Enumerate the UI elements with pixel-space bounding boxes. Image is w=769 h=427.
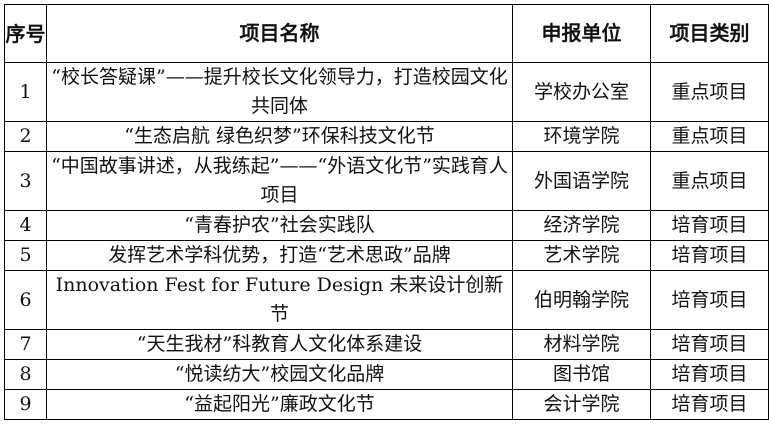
row-category: 培育项目	[650, 389, 769, 420]
row-unit: 学校办公室	[512, 62, 651, 122]
row-unit: 伯明翰学院	[512, 270, 651, 330]
row-unit: 材料学院	[512, 329, 651, 360]
row-project-name: “悦读纺大”校园文化品牌	[46, 359, 513, 390]
row-index: 8	[4, 359, 47, 390]
row-category: 重点项目	[650, 121, 769, 152]
header-name: 项目名称	[46, 4, 513, 63]
table-row: 5 发挥艺术学科优势，打造“艺术思政”品牌 艺术学院 培育项目	[4, 240, 769, 271]
table-row: 6 Innovation Fest for Future Design 未来设计创…	[4, 270, 769, 330]
row-project-name: 发挥艺术学科优势，打造“艺术思政”品牌	[46, 240, 513, 271]
row-index: 1	[4, 62, 47, 122]
row-unit: 经济学院	[512, 210, 651, 241]
row-index: 3	[4, 151, 47, 211]
row-unit: 环境学院	[512, 121, 651, 152]
table-header-row: 序号 项目名称 申报单位 项目类别	[4, 4, 769, 63]
table-row: 8 “悦读纺大”校园文化品牌 图书馆 培育项目	[4, 359, 769, 390]
row-index: 2	[4, 121, 47, 152]
row-project-name: Innovation Fest for Future Design 未来设计创新…	[46, 270, 513, 330]
row-category: 培育项目	[650, 240, 769, 271]
row-index: 5	[4, 240, 47, 271]
row-unit: 外国语学院	[512, 151, 651, 211]
row-unit: 会计学院	[512, 389, 651, 420]
table-row: 3 “中国故事讲述，从我练起”——“外语文化节”实践育人项目 外国语学院 重点项目	[4, 151, 769, 211]
row-category: 重点项目	[650, 62, 769, 122]
row-category: 培育项目	[650, 210, 769, 241]
header-index: 序号	[4, 4, 47, 63]
row-category: 重点项目	[650, 151, 769, 211]
table-row: 4 “青春护农”社会实践队 经济学院 培育项目	[4, 210, 769, 241]
row-project-name: “天生我材”科教育人文化体系建设	[46, 329, 513, 360]
table-row: 1 “校长答疑课”——提升校长文化领导力，打造校园文化共同体 学校办公室 重点项目	[4, 62, 769, 122]
row-project-name: “青春护农”社会实践队	[46, 210, 513, 241]
header-category: 项目类别	[650, 4, 769, 63]
project-table: 序号 项目名称 申报单位 项目类别 1 “校长答疑课”——提升校长文化领导力，打造…	[4, 4, 769, 420]
table-row: 2 “生态启航 绿色织梦”环保科技文化节 环境学院 重点项目	[4, 121, 769, 152]
row-index: 9	[4, 389, 47, 420]
row-category: 培育项目	[650, 270, 769, 330]
row-index: 7	[4, 329, 47, 360]
row-category: 培育项目	[650, 329, 769, 360]
table-row: 9 “益起阳光”廉政文化节 会计学院 培育项目	[4, 389, 769, 420]
row-project-name: “生态启航 绿色织梦”环保科技文化节	[46, 121, 513, 152]
row-category: 培育项目	[650, 359, 769, 390]
row-project-name: “益起阳光”廉政文化节	[46, 389, 513, 420]
table-row: 7 “天生我材”科教育人文化体系建设 材料学院 培育项目	[4, 329, 769, 360]
row-index: 6	[4, 270, 47, 330]
row-unit: 图书馆	[512, 359, 651, 390]
header-unit: 申报单位	[512, 4, 651, 63]
row-unit: 艺术学院	[512, 240, 651, 271]
row-project-name: “中国故事讲述，从我练起”——“外语文化节”实践育人项目	[46, 151, 513, 211]
row-index: 4	[4, 210, 47, 241]
row-project-name: “校长答疑课”——提升校长文化领导力，打造校园文化共同体	[46, 62, 513, 122]
